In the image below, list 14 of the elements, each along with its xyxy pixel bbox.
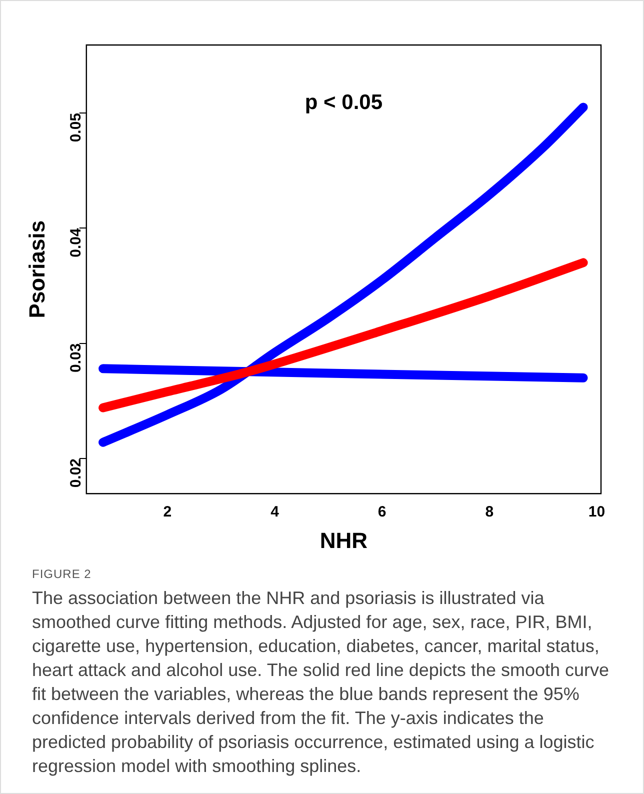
annotation: p < 0.05 <box>304 90 383 114</box>
y-axis-title: Psoriasis <box>24 220 50 318</box>
x-tick-label: 8 <box>485 504 494 521</box>
x-axis-title: NHR <box>320 528 368 553</box>
x-tick-label: 6 <box>378 504 386 521</box>
y-tick-label: 0.04 <box>68 227 85 258</box>
y-tick-label: 0.02 <box>68 458 85 488</box>
x-tick-label: 2 <box>163 504 172 521</box>
x-tick-label: 10 <box>588 504 606 521</box>
text: The association between the NHR and psoriasis is illustrated via smoothed curve fitting methods. Adjusted for age, sex, race, PIR, BMI, cigarette use, hypertension, education, diabetes, cancer, marital status, heart attack and alcohol use. The solid red line depicts the smooth curve fit between the variables, whereas the blue bands represent the 95% confidence intervals derived from the fit. The y-axis indicates the predicted probability of psoriasis occurrence, estimated using a logistic regression model with smoothing splines. <box>32 587 610 778</box>
y-tick-label: 0.05 <box>68 112 85 142</box>
caption: FIGURE 2 <box>32 567 92 581</box>
x-tick-label: 4 <box>270 504 280 521</box>
y-tick-label: 0.03 <box>68 343 85 372</box>
